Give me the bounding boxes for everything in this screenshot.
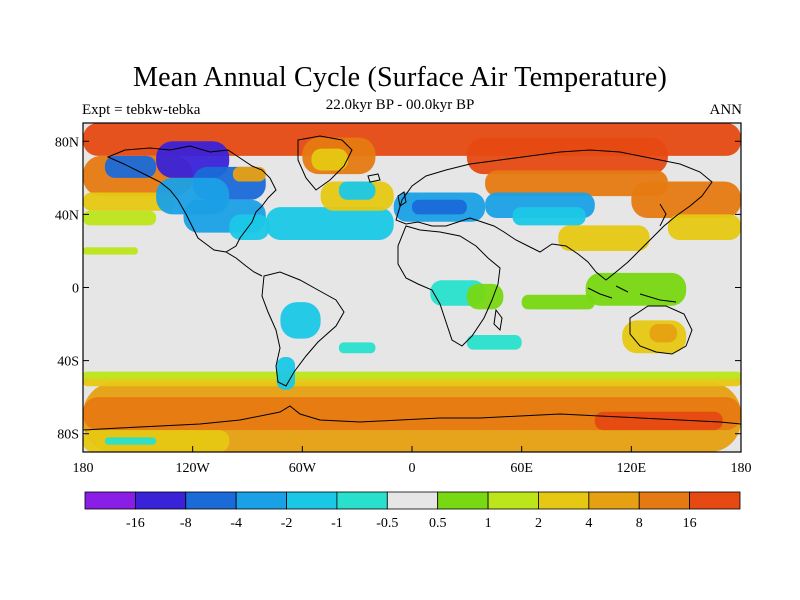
- lat-tick-label: 0: [72, 282, 79, 297]
- region-north-atlantic-cyan: [338, 181, 376, 200]
- colorbar-swatch: [185, 491, 237, 510]
- lat-tick-label: 80S: [57, 428, 79, 443]
- colorbar-swatch: [638, 491, 691, 510]
- coastline-north-america: [106, 145, 277, 253]
- experiment-label: Expt = tebkw-tebka: [82, 102, 201, 118]
- map-plot-area: [83, 123, 741, 452]
- coastline-iceland: [367, 173, 381, 183]
- region-hudson-orange: [232, 166, 266, 182]
- region-east-africa-green: [466, 283, 504, 310]
- coastline-africa: [397, 225, 501, 347]
- coastline-japan: [659, 203, 667, 227]
- lon-tick-label: 60W: [289, 461, 317, 476]
- lon-tick-label: 120W: [176, 461, 211, 476]
- region-southern-ocean-green: [83, 371, 741, 379]
- coastline-central-america: [225, 251, 263, 277]
- colorbar-label: 4: [585, 516, 592, 531]
- region-pacific-green-band: [83, 247, 138, 255]
- region-north-pacific-green: [83, 210, 157, 226]
- longitude-axis: 180 120W 60W 0 60E 120E 180: [73, 446, 752, 476]
- colorbar-label: -0.5: [376, 516, 398, 531]
- region-siberia-red: [466, 137, 668, 175]
- region-antarctic-orange: [83, 397, 741, 431]
- region-indian-ocean-cyan: [466, 335, 522, 350]
- coastline-australia: [629, 305, 693, 355]
- region-indian-ocean-green: [521, 294, 595, 310]
- lon-tick-label: 0: [409, 461, 416, 476]
- colorbar-swatch: [538, 491, 590, 510]
- coastline-british-isles: [397, 191, 407, 207]
- map-title: Mean Annual Cycle (Surface Air Temperatu…: [132, 62, 668, 93]
- colorbar-label: -1: [331, 516, 343, 531]
- lon-tick-label: 180: [731, 461, 752, 476]
- region-usa-teal: [229, 214, 270, 240]
- colorbar-label: -4: [230, 516, 242, 531]
- colorbar-labels: -16 -8 -4 -2 -1 -0.5 0.5 1 2 4 8 16: [126, 516, 697, 531]
- colorbar-label: -2: [281, 516, 293, 531]
- colorbar-label: -16: [126, 516, 145, 531]
- colorbar-swatch: [286, 491, 338, 510]
- colorbar-label: 16: [683, 516, 697, 531]
- region-south-atlantic-cyan: [338, 342, 376, 354]
- coastline-antarctica: [83, 405, 741, 431]
- colorbar-swatch: [336, 491, 388, 510]
- region-greenland-yellow: [311, 148, 349, 171]
- region-antarctic-red-east: [594, 411, 723, 431]
- colorbar-swatch: [386, 491, 439, 510]
- region-asia-yellow: [558, 225, 650, 251]
- latitude-axis: 80N 40N 0 40S 80S: [55, 135, 741, 443]
- lon-tick-label: 180: [73, 461, 94, 476]
- colorbar-swatch: [84, 491, 136, 510]
- lat-tick-label: 40N: [55, 208, 79, 223]
- region-patagonia-cyan: [276, 356, 296, 390]
- colorbar-swatch: [588, 491, 640, 510]
- region-australia-orange: [649, 324, 678, 343]
- coastline-greenland: [297, 135, 353, 191]
- colorbar-label: 0.5: [429, 516, 447, 531]
- colorbar-swatch: [134, 491, 187, 510]
- region-west-pacific-orange: [631, 181, 741, 219]
- lon-tick-label: 60E: [510, 461, 533, 476]
- region-asia-orange: [485, 170, 668, 197]
- region-atlantic-cyan: [265, 207, 394, 240]
- region-west-pacific-yellow: [667, 214, 741, 240]
- region-indonesia-green: [585, 272, 687, 306]
- colorbar-label: 1: [485, 516, 492, 531]
- coastline-madagascar: [493, 308, 503, 332]
- colorbar-swatch: [235, 491, 287, 510]
- map-subtitle: 22.0kyr BP - 00.0kyr BP: [325, 97, 475, 113]
- season-label: ANN: [709, 102, 743, 118]
- lat-tick-label: 80N: [55, 135, 79, 150]
- region-north-pacific-yellow: [83, 192, 175, 211]
- colorbar-label: -8: [180, 516, 192, 531]
- coastline-indonesia: [587, 285, 677, 303]
- coastline-eurasia: [395, 149, 713, 281]
- region-tibet-cyan: [512, 207, 586, 226]
- lon-tick-label: 120E: [617, 461, 647, 476]
- colorbar-label: 2: [535, 516, 542, 531]
- lat-tick-label: 40S: [57, 355, 79, 370]
- colorbar: [84, 491, 741, 510]
- region-south-america-cyan: [280, 302, 321, 339]
- colorbar-swatch: [689, 491, 741, 510]
- region-southern-ocean-yellow: [83, 377, 741, 387]
- coastline-south-america: [261, 271, 345, 387]
- colorbar-swatch: [487, 491, 539, 510]
- region-ross-cyan: [104, 437, 157, 445]
- colorbar-label: 8: [636, 516, 643, 531]
- region-europe-blue: [412, 199, 467, 215]
- colorbar-swatch: [437, 491, 489, 510]
- coastlines: [83, 135, 741, 431]
